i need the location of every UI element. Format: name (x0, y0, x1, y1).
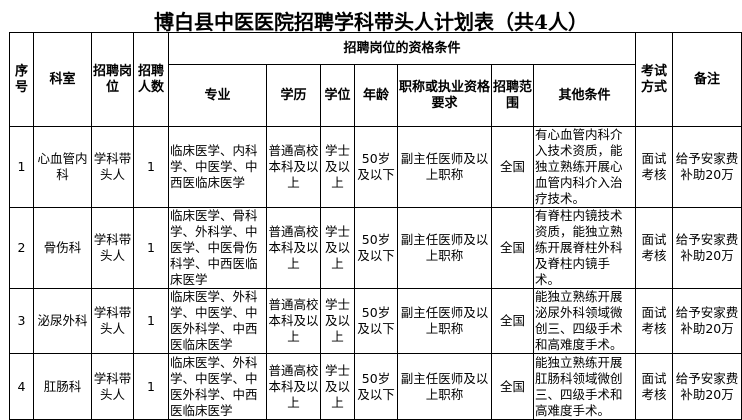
cell-age: 50岁及以下 (354, 207, 398, 289)
cell-scope: 全国 (491, 353, 534, 420)
cell-position: 学科带头人 (91, 288, 134, 354)
cell-title-req: 副主任医师及以上职称 (397, 288, 492, 354)
cell-dept: 泌尿外科 (33, 288, 92, 354)
cell-major: 临床医学、骨科学、外科学、中医学、中医骨伤科学、中西医临床医学 (168, 207, 267, 289)
cell-major: 临床医学、内科学、中医学、中西医临床医学 (168, 126, 267, 208)
cell-exam: 面试考核 (635, 126, 674, 208)
cell-seq: 1 (9, 126, 34, 208)
header-remark: 备注 (672, 32, 742, 127)
table-row: 2 骨伤科 学科带头人 1 临床医学、骨科学、外科学、中医学、中医骨伤科学、中西… (9, 207, 742, 289)
cell-education: 普通高校本科及以上 (266, 288, 321, 354)
cell-exam: 面试考核 (635, 288, 674, 354)
cell-dept: 心血管内科 (33, 126, 92, 208)
header-scope: 招聘范围 (491, 64, 534, 127)
cell-age: 50岁及以下 (354, 126, 398, 208)
cell-count: 1 (133, 207, 169, 289)
cell-count: 1 (133, 288, 169, 354)
cell-title-req: 副主任医师及以上职称 (397, 126, 492, 208)
cell-scope: 全国 (491, 126, 534, 208)
cell-position: 学科带头人 (91, 207, 134, 289)
cell-seq: 3 (9, 288, 34, 354)
cell-title-req: 副主任医师及以上职称 (397, 207, 492, 289)
cell-other: 有心血管内科介入技术资质，能独立熟练开展心血管内科介入治疗技术。 (532, 126, 637, 208)
cell-degree: 学士及以上 (320, 353, 355, 420)
cell-education: 普通高校本科及以上 (266, 126, 321, 208)
cell-remark: 给予安家费补助20万 (672, 353, 742, 420)
cell-seq: 4 (9, 353, 34, 420)
header-dept: 科室 (33, 32, 92, 127)
cell-count: 1 (133, 126, 169, 208)
header-degree: 学位 (320, 64, 355, 127)
cell-dept: 骨伤科 (33, 207, 92, 289)
header-qualifications: 招聘岗位的资格条件 (167, 32, 637, 65)
cell-remark: 给予安家费补助20万 (672, 126, 742, 208)
cell-exam: 面试考核 (635, 353, 674, 420)
header-other: 其他条件 (532, 64, 637, 127)
table-row: 1 心血管内科 学科带头人 1 临床医学、内科学、中医学、中西医临床医学 普通高… (9, 126, 742, 208)
cell-other: 有脊柱内镜技术资质，能独立熟练开展脊柱外科及脊柱内镜手术。 (532, 207, 637, 289)
cell-age: 50岁及以下 (354, 353, 398, 420)
header-row: 序号 科室 招聘岗位 招聘人数 招聘岗位的资格条件 考试方式 备注 (9, 32, 742, 127)
cell-education: 普通高校本科及以上 (266, 207, 321, 289)
cell-exam: 面试考核 (635, 207, 674, 289)
table-row: 3 泌尿外科 学科带头人 1 临床医学、外科学、中医学、中医外科学、中西医临床医… (9, 288, 742, 354)
cell-major: 临床医学、外科学、中医学、中医外科学、中西医临床医学 (168, 353, 267, 420)
subheader-row: 专业 学历 学位 年龄 职称或执业资格要求 招聘范围 其他条件 (10, 64, 742, 127)
cell-position: 学科带头人 (91, 353, 134, 420)
header-count: 招聘人数 (133, 32, 169, 127)
header-position: 招聘岗位 (91, 32, 134, 127)
cell-age: 50岁及以下 (354, 288, 398, 354)
page-title: 博白县中医医院招聘学科带头人计划表（共4人） (154, 10, 588, 34)
cell-count: 1 (133, 353, 169, 420)
cell-degree: 学士及以上 (320, 288, 355, 354)
cell-seq: 2 (9, 207, 34, 289)
header-education: 学历 (266, 64, 321, 127)
cell-scope: 全国 (491, 288, 534, 354)
cell-scope: 全国 (491, 207, 534, 289)
cell-education: 普通高校本科及以上 (266, 353, 321, 420)
cell-remark: 给予安家费补助20万 (672, 288, 742, 354)
header-title-req: 职称或执业资格要求 (397, 64, 492, 127)
cell-dept: 肛肠科 (33, 353, 92, 420)
header-age: 年龄 (354, 64, 398, 127)
cell-position: 学科带头人 (91, 126, 134, 208)
header-seq: 序号 (9, 32, 34, 127)
cell-title-req: 副主任医师及以上职称 (397, 353, 492, 420)
cell-degree: 学士及以上 (320, 126, 355, 208)
cell-major: 临床医学、外科学、中医学、中医外科学、中西医临床医学 (168, 288, 267, 354)
header-major: 专业 (168, 64, 267, 127)
header-exam: 考试方式 (635, 32, 674, 127)
table-row: 4 肛肠科 学科带头人 1 临床医学、外科学、中医学、中医外科学、中西医临床医学… (9, 353, 742, 420)
cell-other: 能独立熟练开展肛肠科领域微创三、四级手术和高难度手术。 (532, 353, 637, 420)
recruitment-table: 序号 科室 招聘岗位 招聘人数 招聘岗位的资格条件 考试方式 备注 专业 学历 … (9, 32, 742, 420)
cell-degree: 学士及以上 (320, 207, 355, 289)
cell-remark: 给予安家费补助20万 (672, 207, 742, 289)
cell-other: 能独立熟练开展泌尿外科领域微创三、四级手术和高难度手术。 (532, 288, 637, 354)
